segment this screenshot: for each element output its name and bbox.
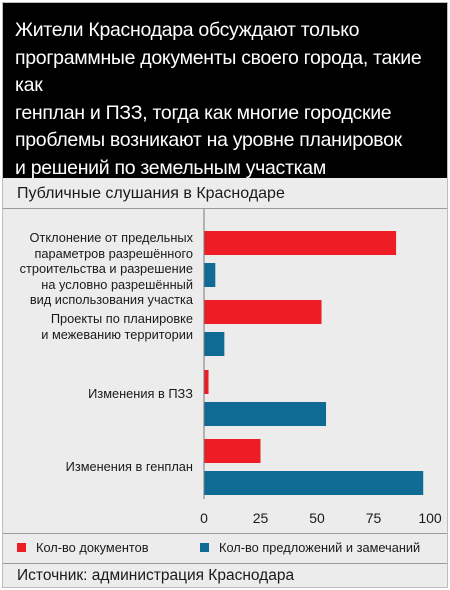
legend-item-documents: Кол-во документов bbox=[17, 540, 149, 556]
chart-title: Публичные слушания в Краснодаре bbox=[17, 185, 285, 202]
bar-documents-3 bbox=[204, 439, 261, 463]
bars-group bbox=[204, 231, 424, 495]
category-label-pzz: Изменения в ПЗЗ bbox=[88, 386, 193, 402]
category-label-line: и межеванию территории bbox=[41, 326, 193, 342]
bar-documents-0 bbox=[204, 231, 397, 255]
x-tick-labels: 0 25 50 75 100 bbox=[200, 510, 442, 526]
divider bbox=[3, 563, 447, 564]
x-tick-label: 50 bbox=[309, 510, 325, 526]
category-label-line: строительства и разрешение bbox=[19, 261, 193, 276]
x-tick-label: 75 bbox=[366, 510, 382, 526]
bar-proposals-0 bbox=[204, 263, 216, 287]
category-label-line: на условно разрешённый bbox=[41, 276, 193, 292]
divider bbox=[3, 208, 447, 209]
category-label-line: Проекты по планировке bbox=[50, 311, 193, 326]
category-label-line: Изменения в ПЗЗ bbox=[88, 386, 193, 401]
legend-label: Кол-во предложений и замечаний bbox=[219, 540, 421, 555]
bar-proposals-2 bbox=[204, 402, 327, 426]
category-label-deviation: Отклонение от предельных параметров разр… bbox=[20, 230, 193, 308]
bar-chart: 0 25 50 75 100 bbox=[200, 209, 442, 526]
legend-label: Кол-во документов bbox=[36, 540, 149, 555]
legend-item-proposals: Кол-во предложений и замечаний bbox=[200, 540, 420, 556]
headline-line: генплан и ПЗЗ, тогда как многие городски… bbox=[15, 101, 392, 124]
headline-line: Жители Краснодара обсуждают только bbox=[15, 19, 360, 41]
legend-swatch-red bbox=[17, 543, 26, 552]
x-tick-label: 25 bbox=[253, 510, 269, 526]
x-tick-label: 100 bbox=[418, 510, 442, 526]
bar-proposals-1 bbox=[204, 332, 225, 356]
source-note: Источник: администрация Краснодара bbox=[17, 567, 295, 584]
category-label-line: вид использования участка bbox=[29, 292, 193, 307]
category-label-line: Изменения в генплан bbox=[65, 459, 193, 474]
category-label-line: параметров разрешённого bbox=[34, 245, 193, 261]
headline-line: и решений по земельным участкам bbox=[15, 156, 326, 179]
bar-documents-1 bbox=[204, 300, 322, 324]
headline-panel: Жители Краснодара обсуждают только прогр… bbox=[3, 3, 447, 179]
x-tick-label: 0 bbox=[200, 510, 208, 526]
headline-line: проблемы возникают на уровне планировок bbox=[15, 129, 402, 151]
bar-proposals-3 bbox=[204, 471, 424, 495]
category-label-planning: Проекты по планировке и межеванию террит… bbox=[41, 311, 193, 342]
divider bbox=[3, 533, 447, 534]
bar-documents-2 bbox=[204, 370, 209, 394]
category-label-line: Отклонение от предельных bbox=[29, 230, 193, 245]
category-label-genplan: Изменения в генплан bbox=[66, 459, 193, 475]
headline-line: программные документы своего города, так… bbox=[15, 46, 422, 97]
legend-swatch-blue bbox=[200, 543, 209, 552]
